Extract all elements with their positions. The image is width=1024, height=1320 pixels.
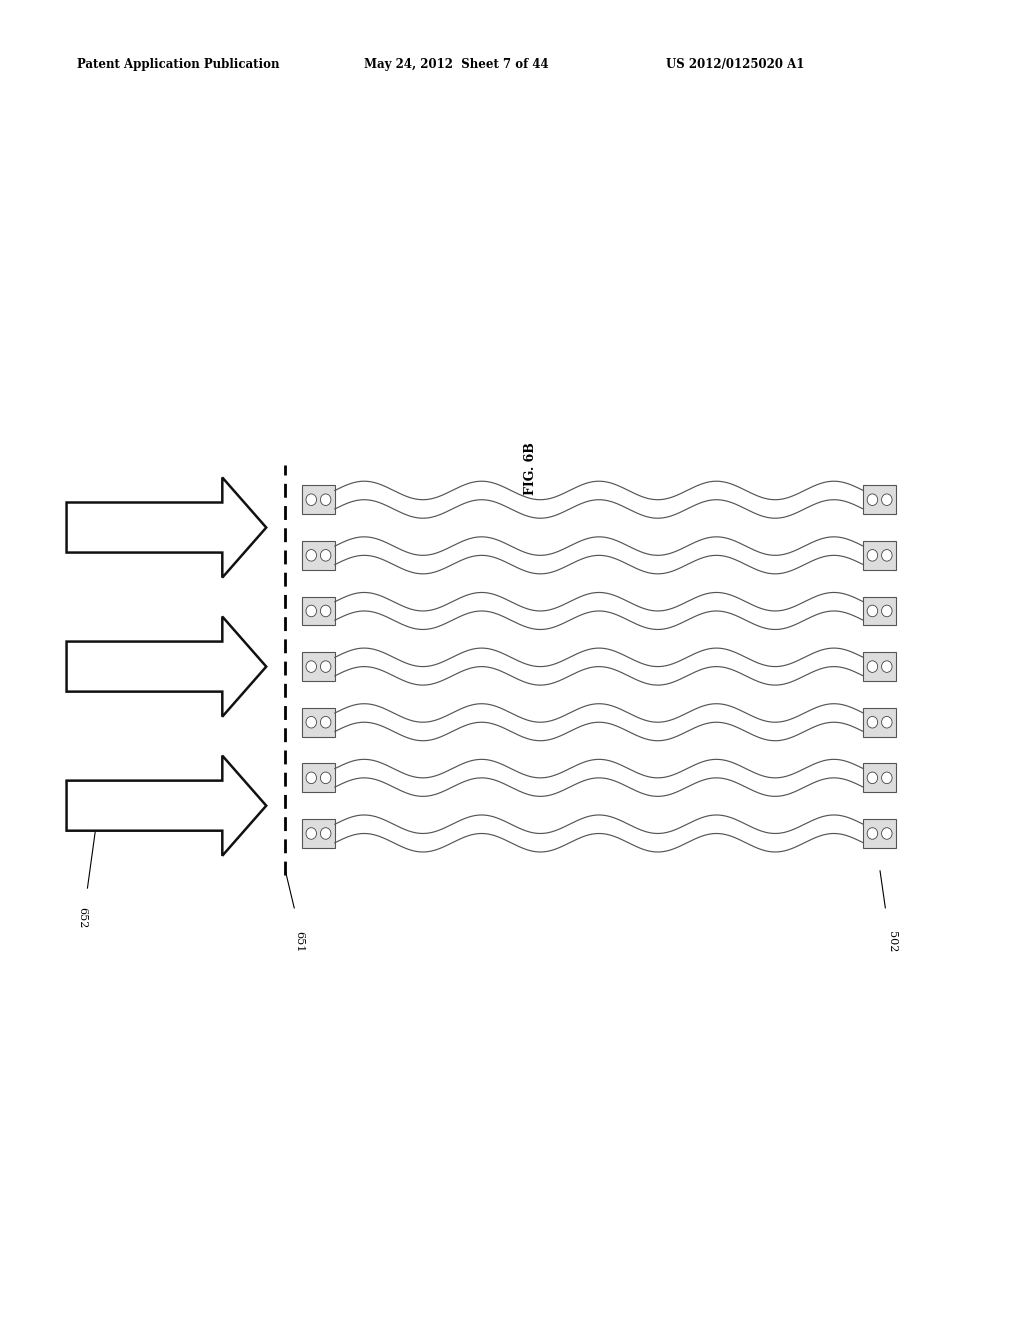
Ellipse shape xyxy=(867,549,878,561)
Ellipse shape xyxy=(321,717,331,729)
Text: May 24, 2012  Sheet 7 of 44: May 24, 2012 Sheet 7 of 44 xyxy=(364,58,548,71)
Ellipse shape xyxy=(306,661,316,672)
Ellipse shape xyxy=(882,494,892,506)
Bar xyxy=(863,708,896,737)
Ellipse shape xyxy=(321,661,331,672)
Ellipse shape xyxy=(882,828,892,840)
Ellipse shape xyxy=(306,494,316,506)
Polygon shape xyxy=(67,616,266,717)
Ellipse shape xyxy=(321,549,331,561)
Ellipse shape xyxy=(321,828,331,840)
Ellipse shape xyxy=(306,549,316,561)
Text: 652: 652 xyxy=(77,907,87,928)
Bar xyxy=(302,486,335,515)
Ellipse shape xyxy=(882,661,892,672)
Bar xyxy=(302,652,335,681)
Bar xyxy=(863,541,896,570)
Bar xyxy=(302,541,335,570)
Bar xyxy=(863,763,896,792)
Ellipse shape xyxy=(306,772,316,784)
Ellipse shape xyxy=(321,605,331,616)
Ellipse shape xyxy=(867,717,878,729)
Ellipse shape xyxy=(867,772,878,784)
Ellipse shape xyxy=(306,605,316,616)
Ellipse shape xyxy=(882,549,892,561)
Bar xyxy=(863,818,896,847)
Ellipse shape xyxy=(867,605,878,616)
Bar xyxy=(302,708,335,737)
Text: 502: 502 xyxy=(887,931,897,952)
Ellipse shape xyxy=(306,717,316,729)
Ellipse shape xyxy=(882,717,892,729)
Ellipse shape xyxy=(306,828,316,840)
Text: Patent Application Publication: Patent Application Publication xyxy=(77,58,280,71)
Polygon shape xyxy=(67,755,266,855)
Ellipse shape xyxy=(867,494,878,506)
Ellipse shape xyxy=(321,494,331,506)
Ellipse shape xyxy=(867,661,878,672)
Bar xyxy=(302,597,335,626)
Text: 651: 651 xyxy=(294,931,304,952)
Bar xyxy=(863,597,896,626)
Bar xyxy=(302,818,335,847)
Bar xyxy=(863,486,896,515)
Ellipse shape xyxy=(321,772,331,784)
Bar xyxy=(863,652,896,681)
Polygon shape xyxy=(67,478,266,578)
Ellipse shape xyxy=(867,828,878,840)
Ellipse shape xyxy=(882,605,892,616)
Ellipse shape xyxy=(882,772,892,784)
Text: FIG. 6B: FIG. 6B xyxy=(524,442,537,495)
Text: US 2012/0125020 A1: US 2012/0125020 A1 xyxy=(666,58,804,71)
Bar xyxy=(302,763,335,792)
